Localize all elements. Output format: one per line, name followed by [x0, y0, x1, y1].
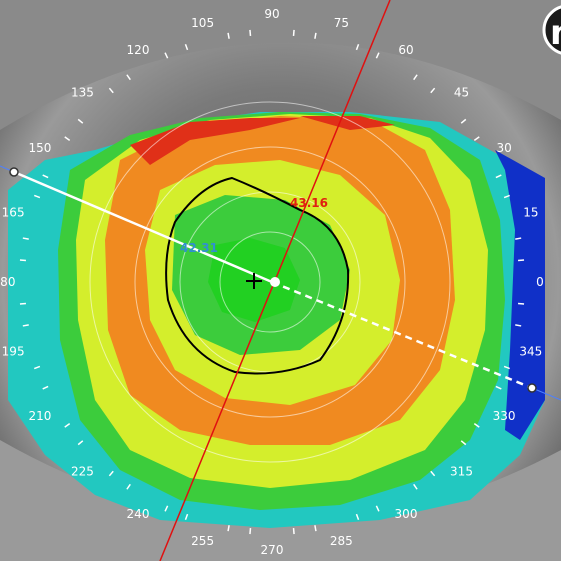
- degree-label: 270: [261, 543, 284, 557]
- tick-mark: [227, 525, 230, 532]
- tick-mark: [34, 365, 41, 370]
- tick-mark: [292, 29, 295, 37]
- tick-mark: [460, 118, 467, 124]
- degree-label: 195: [2, 344, 25, 358]
- tick-mark: [430, 87, 436, 94]
- tick-mark: [413, 74, 418, 81]
- degree-label: 300: [395, 507, 418, 521]
- iso-contour-line: [165, 176, 350, 375]
- flat-value-label: 42.31: [180, 241, 218, 255]
- zone-red-left: [130, 118, 300, 165]
- tick-mark: [495, 174, 502, 179]
- tick-mark: [64, 423, 71, 428]
- degree-label: 330: [493, 409, 516, 423]
- degree-label: 0: [536, 275, 544, 289]
- tick-mark: [164, 505, 169, 512]
- degree-label: 150: [28, 141, 51, 155]
- tick-mark: [164, 52, 169, 59]
- tick-mark: [430, 470, 436, 477]
- tick-mark: [184, 44, 189, 51]
- tick-mark: [413, 483, 418, 490]
- degree-label: 15: [523, 206, 538, 220]
- tick-mark: [108, 87, 114, 94]
- tick-mark: [515, 324, 522, 327]
- degree-label: 315: [450, 465, 473, 479]
- tick-mark: [22, 324, 29, 327]
- degree-label: 240: [127, 507, 150, 521]
- tick-mark: [34, 194, 41, 199]
- tick-mark: [517, 302, 525, 305]
- degree-label: 225: [71, 465, 94, 479]
- zone-red-right: [300, 116, 395, 130]
- tick-mark: [503, 365, 510, 370]
- tick-mark: [227, 32, 230, 39]
- tick-mark: [184, 513, 189, 520]
- tick-mark: [249, 29, 252, 37]
- axis-handle-right[interactable]: [527, 383, 537, 393]
- degree-label: 90: [264, 7, 279, 21]
- tick-mark: [473, 423, 480, 428]
- degree-label: 285: [330, 534, 353, 548]
- tick-mark: [249, 527, 252, 535]
- tick-mark: [495, 385, 502, 390]
- degree-label: 135: [71, 85, 94, 99]
- degree-label: 210: [28, 409, 51, 423]
- tick-mark: [126, 74, 131, 81]
- tick-mark: [375, 505, 380, 512]
- tick-mark: [355, 44, 360, 51]
- tick-mark: [77, 118, 84, 124]
- tick-mark: [22, 237, 29, 240]
- tick-mark: [108, 470, 114, 477]
- tick-mark: [314, 32, 317, 39]
- tick-mark: [126, 483, 131, 490]
- lower-eyelid: [0, 440, 561, 561]
- tick-mark: [460, 440, 467, 446]
- degree-label: 180: [0, 275, 15, 289]
- tick-mark: [64, 136, 71, 141]
- tick-mark: [473, 136, 480, 141]
- tick-mark: [19, 302, 27, 305]
- brand-logo-icon: n: [542, 5, 561, 55]
- tick-mark: [314, 525, 317, 532]
- svg-text:n: n: [550, 13, 561, 53]
- degree-labels: 0 15 30 45 60 75 90 105 120 135 150 165 180 195 210 225…: [0, 7, 544, 557]
- axis-dashed-segment: [271, 280, 533, 390]
- degree-label: 105: [191, 16, 214, 30]
- degree-label: 60: [398, 43, 413, 57]
- degree-ticks: [19, 29, 525, 535]
- tick-mark: [42, 174, 49, 179]
- tick-mark: [375, 52, 380, 59]
- degree-label: 345: [519, 344, 542, 358]
- tick-mark: [517, 259, 525, 262]
- steep-value-label: 43.16: [290, 196, 328, 210]
- axis-solid-segment: [13, 170, 273, 284]
- degree-label: 120: [127, 43, 150, 57]
- tick-mark: [515, 237, 522, 240]
- tick-mark: [19, 259, 27, 262]
- degree-label: 165: [2, 206, 25, 220]
- zone-blue: [495, 150, 545, 440]
- degree-label: 255: [191, 534, 214, 548]
- upper-eyelid: [0, 0, 561, 130]
- axis-handle-left[interactable]: [9, 167, 19, 177]
- degree-label: 75: [334, 16, 349, 30]
- axis-blue-extension-right: [531, 387, 561, 401]
- tick-mark: [42, 385, 49, 390]
- center-cross-icon: [246, 273, 262, 289]
- tick-mark: [503, 194, 510, 199]
- degree-label: 30: [496, 141, 511, 155]
- center-handle[interactable]: [270, 277, 280, 287]
- tick-mark: [292, 527, 295, 535]
- tick-mark: [77, 440, 84, 446]
- tick-mark: [355, 513, 360, 520]
- degree-label: 45: [454, 85, 469, 99]
